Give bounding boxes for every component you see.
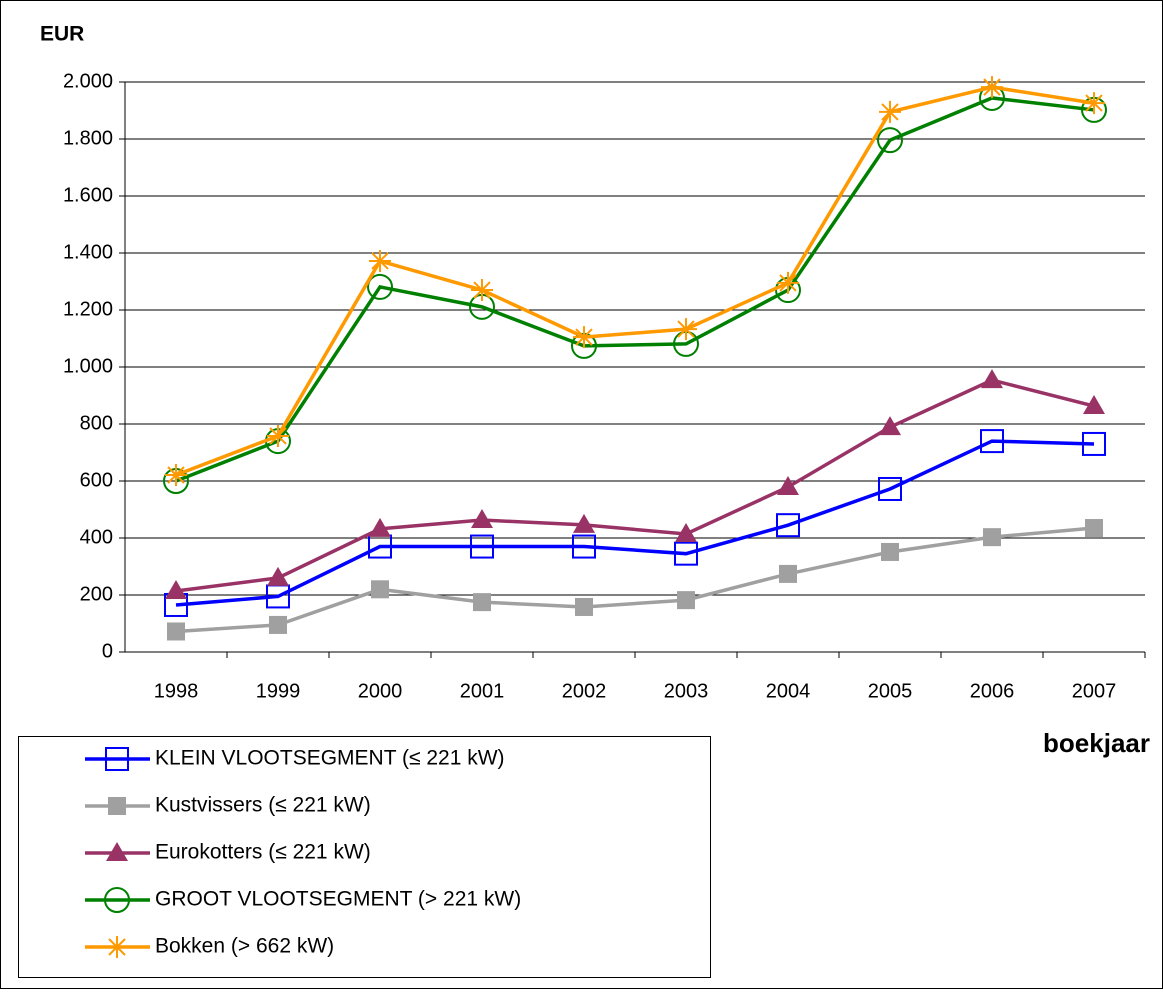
marker (369, 517, 391, 537)
x-axis-label: boekjaar (1043, 728, 1150, 758)
y-tick-label: 200 (80, 583, 113, 605)
marker (573, 326, 595, 349)
y-tick-label: 2.000 (63, 70, 113, 92)
legend-label: GROOT VLOOTSEGMENT (> 221 kW) (155, 888, 521, 911)
marker (108, 797, 126, 815)
legend-label: KLEIN VLOOTSEGMENT (≤ 221 kW) (155, 747, 505, 770)
marker (105, 747, 129, 771)
marker (269, 615, 287, 634)
marker (267, 566, 289, 586)
marker (881, 542, 899, 561)
marker (674, 541, 698, 566)
x-tick-label: 2000 (358, 680, 403, 702)
series-line (175, 85, 1095, 477)
legend-label: Kustvissers (≤ 221 kW) (155, 794, 371, 817)
marker (106, 936, 128, 958)
y-tick-label: 0 (102, 640, 113, 662)
x-tick-label: 1999 (256, 680, 301, 702)
x-tick-label: 2007 (1072, 680, 1117, 702)
y-axis-label: EUR (40, 23, 84, 46)
marker (104, 887, 130, 913)
marker (1085, 519, 1103, 538)
y-tick-label: 1.600 (63, 184, 113, 206)
marker (983, 528, 1001, 547)
legend-label: Eurokotters (≤ 221 kW) (155, 841, 371, 864)
x-tick-label: 2005 (868, 680, 913, 702)
marker (371, 580, 389, 599)
marker (1083, 92, 1105, 115)
marker (267, 424, 289, 447)
x-tick-label: 2001 (460, 680, 505, 702)
y-tick-label: 1.400 (63, 241, 113, 263)
marker (470, 534, 494, 559)
y-tick-label: 1.800 (63, 127, 113, 149)
marker (776, 513, 800, 538)
marker (981, 369, 1003, 389)
marker (1083, 395, 1105, 415)
legend-label: Bokken (> 662 kW) (155, 935, 334, 958)
marker (367, 273, 393, 300)
marker (471, 279, 493, 302)
marker (980, 429, 1004, 454)
series-line (175, 526, 1095, 634)
marker (575, 597, 593, 616)
marker (777, 475, 799, 495)
x-tick-label: 1998 (154, 680, 199, 702)
x-tick-label: 2003 (664, 680, 709, 702)
marker (877, 127, 903, 154)
marker (473, 593, 491, 612)
y-tick-label: 1.000 (63, 355, 113, 377)
series-line (175, 439, 1095, 607)
marker (471, 509, 493, 529)
marker (878, 476, 902, 501)
marker (779, 564, 797, 583)
marker (879, 416, 901, 436)
x-tick-label: 2006 (970, 680, 1015, 702)
legend (18, 736, 711, 978)
y-tick-label: 1.200 (63, 298, 113, 320)
marker (106, 842, 128, 861)
y-tick-label: 800 (80, 412, 113, 434)
y-tick-label: 400 (80, 526, 113, 548)
marker (675, 318, 697, 341)
marker (981, 76, 1003, 99)
marker (1082, 431, 1106, 456)
marker (369, 249, 391, 272)
marker (165, 580, 187, 600)
marker (675, 523, 697, 543)
marker (165, 464, 187, 487)
marker (167, 622, 185, 641)
marker (677, 591, 695, 610)
series-line (175, 378, 1095, 593)
marker (572, 534, 596, 559)
x-tick-label: 2004 (766, 680, 811, 702)
series-line (175, 96, 1095, 483)
marker (879, 100, 901, 123)
y-tick-label: 600 (80, 469, 113, 491)
x-tick-label: 2002 (562, 680, 607, 702)
marker (777, 271, 799, 294)
marker (573, 513, 595, 533)
